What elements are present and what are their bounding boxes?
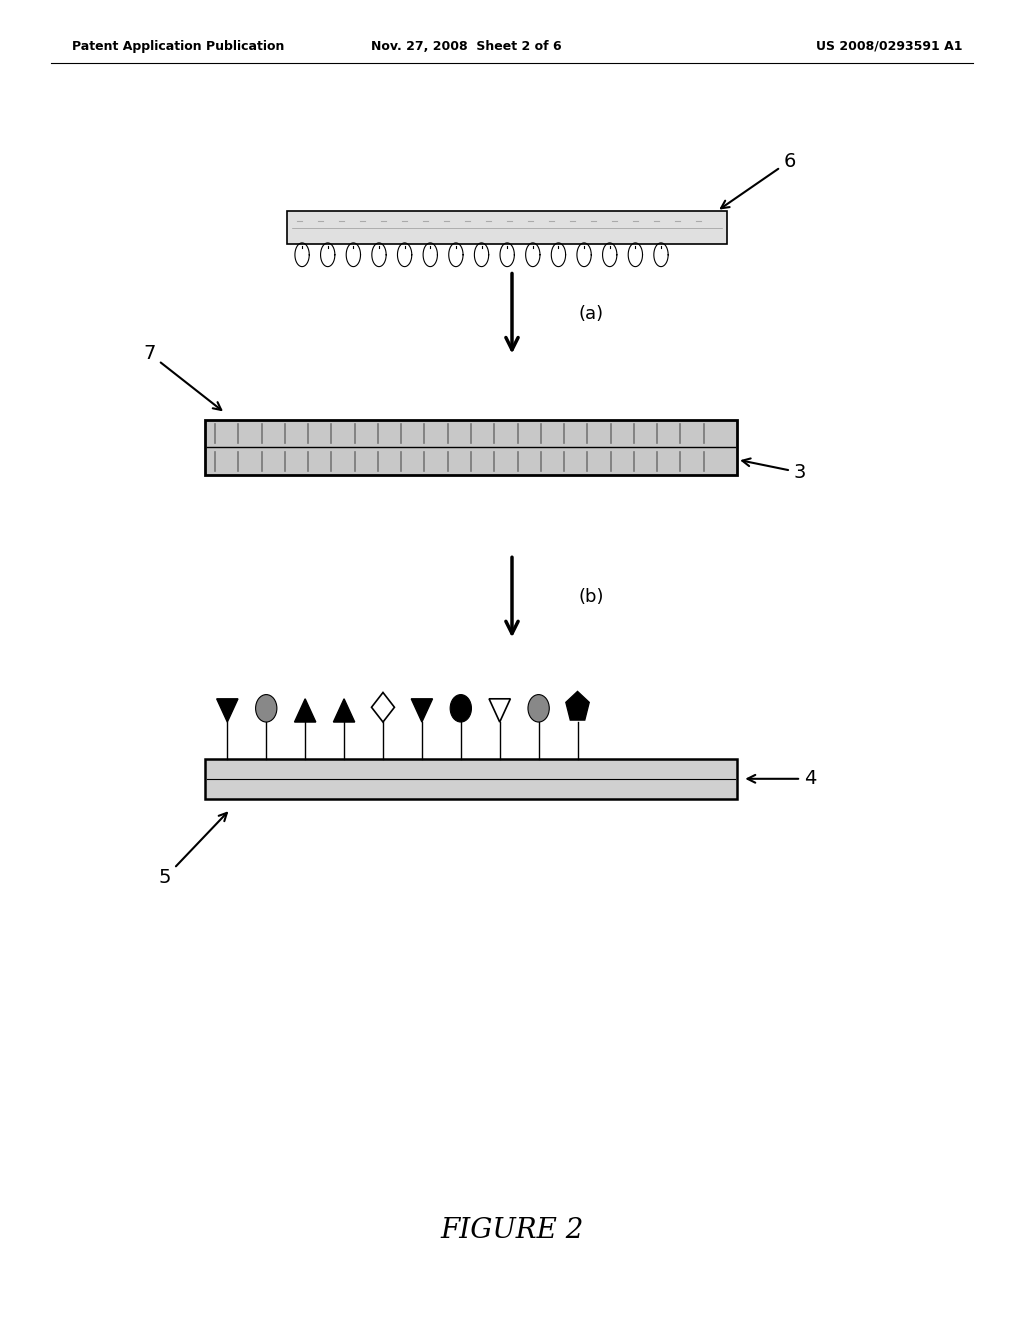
Bar bbox=[205, 759, 737, 799]
Polygon shape bbox=[489, 698, 510, 722]
Polygon shape bbox=[295, 698, 315, 722]
Polygon shape bbox=[334, 698, 354, 722]
Text: (a): (a) bbox=[579, 305, 604, 323]
Text: Nov. 27, 2008  Sheet 2 of 6: Nov. 27, 2008 Sheet 2 of 6 bbox=[371, 40, 561, 53]
Circle shape bbox=[451, 694, 471, 722]
Text: US 2008/0293591 A1: US 2008/0293591 A1 bbox=[816, 40, 963, 53]
Bar bbox=[205, 420, 737, 475]
Text: FIGURE 2: FIGURE 2 bbox=[440, 1217, 584, 1243]
Polygon shape bbox=[412, 698, 432, 722]
Polygon shape bbox=[217, 698, 238, 722]
Text: Patent Application Publication: Patent Application Publication bbox=[72, 40, 284, 53]
Text: 3: 3 bbox=[742, 458, 806, 482]
Bar bbox=[287, 211, 727, 244]
Text: 7: 7 bbox=[143, 345, 221, 411]
Text: 5: 5 bbox=[159, 813, 227, 887]
Circle shape bbox=[256, 694, 276, 722]
Polygon shape bbox=[566, 692, 589, 721]
Text: 6: 6 bbox=[721, 152, 796, 209]
Polygon shape bbox=[372, 693, 394, 722]
Circle shape bbox=[528, 694, 549, 722]
Text: 4: 4 bbox=[748, 770, 816, 788]
Text: (b): (b) bbox=[579, 587, 604, 606]
